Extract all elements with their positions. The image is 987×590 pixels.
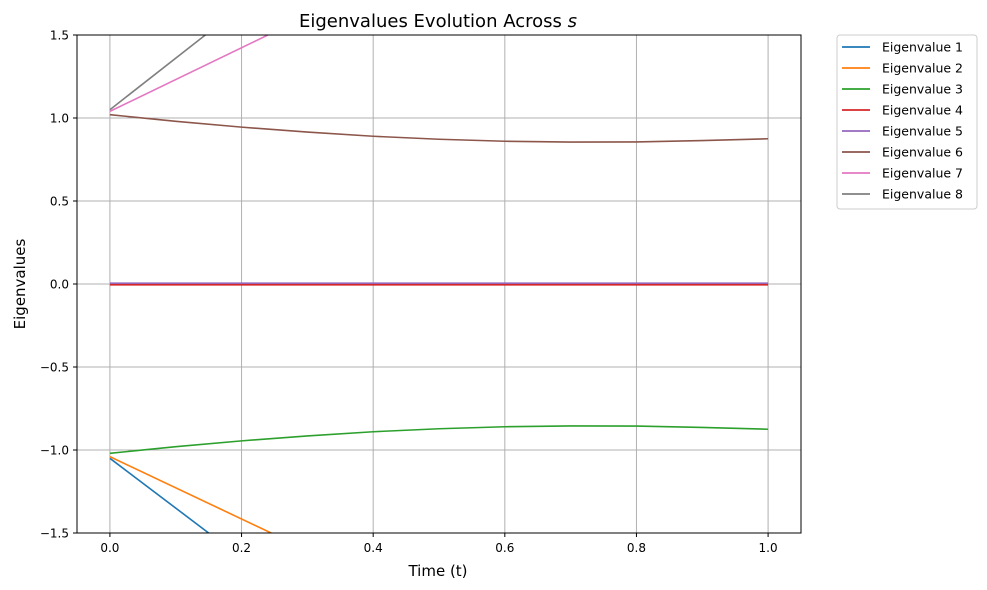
legend: Eigenvalue 1 Eigenvalue 2 Eigenvalue 3 Eige… xyxy=(836,34,978,210)
legend-label-8: Eigenvalue 8 xyxy=(882,187,963,202)
y-tick-label: 0.5 xyxy=(50,195,69,209)
y-tick-label: 1.5 xyxy=(50,29,69,43)
legend-label-3: Eigenvalue 3 xyxy=(882,82,963,97)
x-tick-label: 0.8 xyxy=(627,541,646,555)
x-axis: 0.0 0.2 0.4 0.6 0.8 1.0 xyxy=(100,533,778,555)
legend-label-6: Eigenvalue 6 xyxy=(882,145,963,160)
legend-label-1: Eigenvalue 1 xyxy=(882,40,963,55)
chart-title-variable: s xyxy=(568,11,577,32)
y-axis-title: Eigenvalues xyxy=(11,238,29,329)
x-axis-title: Time (t) xyxy=(407,562,467,580)
legend-label-2: Eigenvalue 2 xyxy=(882,61,963,76)
series-line-8 xyxy=(109,35,206,111)
y-tick-label: −1.0 xyxy=(40,444,69,458)
y-tick-label: −0.5 xyxy=(40,361,69,375)
chart-title: Eigenvalues Evolution Across s xyxy=(299,11,577,32)
series-line-7 xyxy=(109,35,269,113)
series-line-3 xyxy=(109,425,769,455)
y-tick-label: 1.0 xyxy=(50,112,69,126)
legend-box xyxy=(836,34,978,210)
legend-label-5: Eigenvalue 5 xyxy=(882,124,963,139)
x-tick-label: 1.0 xyxy=(759,541,778,555)
x-tick-label: 0.0 xyxy=(100,541,119,555)
series-line-6 xyxy=(109,113,769,143)
chart-title-text: Eigenvalues Evolution Across xyxy=(299,11,568,32)
legend-label-4: Eigenvalue 4 xyxy=(882,103,963,118)
y-tick-label: 0.0 xyxy=(50,278,69,292)
series-line-2 xyxy=(109,455,272,533)
x-tick-label: 0.4 xyxy=(364,541,383,555)
y-tick-label: −1.5 xyxy=(40,527,69,541)
x-tick-label: 0.6 xyxy=(495,541,514,555)
grid xyxy=(77,34,801,534)
plot-area xyxy=(109,35,769,533)
x-tick-label: 0.2 xyxy=(232,541,251,555)
legend-label-7: Eigenvalue 7 xyxy=(882,166,963,181)
y-axis: −1.5 −1.0 −0.5 0.0 0.5 1.0 1.5 xyxy=(40,29,77,541)
series-line-1 xyxy=(109,457,210,533)
